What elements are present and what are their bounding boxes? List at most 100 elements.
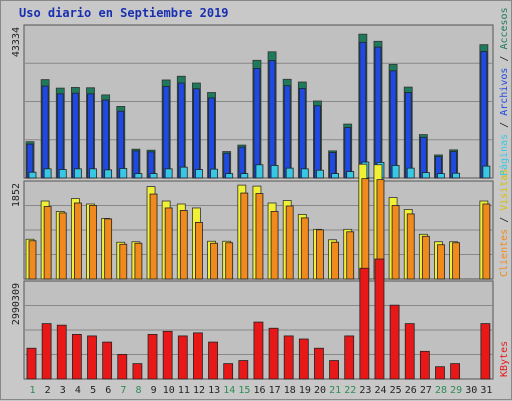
- bar-clientes-day-27: [421, 235, 430, 280]
- x-tick-label: 9: [151, 385, 157, 396]
- bar-archivos-day-16: [253, 68, 261, 179]
- bar-kbytes-day-24: [374, 258, 385, 380]
- bar-pginas-day-17: [270, 165, 279, 179]
- x-tick-label: 13: [208, 385, 220, 396]
- x-tick-label: 10: [163, 385, 175, 396]
- bar-clientes-day-18: [285, 205, 294, 280]
- bar-kbytes-day-29: [450, 363, 461, 380]
- bar-archivos-day-17: [268, 60, 276, 179]
- bar-archivos-day-19: [298, 88, 306, 179]
- bar-pginas-day-18: [285, 167, 294, 179]
- bar-clientes-day-19: [300, 217, 309, 280]
- bar-kbytes-day-8: [132, 363, 143, 380]
- bar-archivos-day-22: [344, 127, 352, 179]
- bar-clientes-day-21: [331, 241, 339, 280]
- bar-pginas-day-25: [391, 165, 400, 179]
- bar-kbytes-day-1: [26, 347, 37, 380]
- x-tick-label: 21: [329, 385, 341, 396]
- bar-clientes-day-7: [119, 243, 128, 280]
- bar-kbytes-day-26: [404, 323, 415, 380]
- bar-kbytes-day-18: [283, 335, 294, 380]
- y-max-label: 1852: [11, 183, 22, 207]
- legend-entry: KBytes: [499, 341, 510, 377]
- x-tick-label: 24: [375, 385, 387, 396]
- x-tick-label: 17: [269, 385, 281, 396]
- x-tick-label: 18: [284, 385, 296, 396]
- bar-archivos-day-20: [314, 105, 321, 179]
- bar-clientes-day-10: [164, 207, 173, 280]
- bar-kbytes-day-25: [389, 304, 400, 380]
- series-legend-bot: KBytes: [499, 341, 510, 377]
- x-tick-label: 29: [450, 385, 462, 396]
- bar-pginas-day-19: [300, 168, 309, 179]
- bar-pginas-day-15: [240, 173, 249, 179]
- bar-pginas-day-10: [164, 168, 173, 179]
- bar-archivos-day-13: [208, 97, 215, 179]
- x-tick-label: 22: [344, 385, 356, 396]
- bar-clientes-day-17: [270, 211, 279, 280]
- bar-kbytes-day-11: [177, 335, 188, 380]
- bar-kbytes-day-9: [147, 333, 158, 380]
- bar-clientes-day-9: [149, 193, 158, 280]
- bar-pginas-day-3: [58, 169, 67, 179]
- bar-clientes-day-11: [179, 210, 188, 280]
- bar-archivos-day-26: [404, 92, 412, 179]
- bar-kbytes-day-16: [253, 321, 264, 380]
- bar-kbytes-day-13: [208, 341, 218, 380]
- bar-archivos-day-5: [87, 93, 94, 179]
- bar-pginas-day-11: [179, 166, 188, 179]
- bar-archivos-day-24: [374, 46, 382, 179]
- bar-kbytes-day-2: [41, 323, 52, 380]
- bar-pginas-day-8: [134, 173, 143, 179]
- bar-kbytes-day-28: [435, 366, 445, 380]
- x-tick-label: 25: [390, 385, 402, 396]
- bar-kbytes-day-17: [268, 327, 279, 380]
- bar-pginas-day-14: [225, 173, 234, 179]
- series-legend-mid: Clientes / Visitas: [499, 169, 510, 277]
- bar-pginas-day-6: [104, 169, 113, 179]
- bar-clientes-day-1: [28, 240, 37, 280]
- legend-entry: Clientes: [499, 229, 510, 277]
- bar-kbytes-day-6: [102, 341, 113, 380]
- bar-clientes-day-12: [195, 221, 203, 280]
- chart-title: Uso diario en Septiembre 2019: [19, 6, 229, 20]
- bar-clientes-day-28: [437, 244, 445, 280]
- bar-pginas-day-20: [316, 169, 324, 179]
- bar-pginas-day-4: [73, 168, 82, 179]
- bar-archivos-day-7: [117, 110, 125, 179]
- x-tick-label: 14: [223, 385, 235, 396]
- x-tick-label: 30: [465, 385, 477, 396]
- x-tick-label: 20: [314, 385, 326, 396]
- x-tick-label: 27: [420, 385, 432, 396]
- bar-clientes-day-3: [58, 212, 67, 280]
- x-tick-label: 2: [45, 385, 51, 396]
- bar-archivos-day-2: [41, 85, 49, 179]
- x-tick-label: 15: [238, 385, 250, 396]
- bar-kbytes-day-10: [162, 330, 173, 380]
- bar-clientes-day-16: [255, 193, 264, 280]
- bar-kbytes-day-14: [223, 363, 234, 380]
- bar-pginas-day-1: [28, 171, 37, 179]
- bar-kbytes-day-5: [87, 335, 97, 380]
- bar-kbytes-day-15: [238, 360, 249, 380]
- legend-entry: Archivos: [499, 68, 510, 116]
- bar-pginas-day-5: [89, 168, 97, 179]
- bar-clientes-day-23: [361, 178, 370, 280]
- bar-clientes-day-13: [210, 242, 218, 280]
- x-tick-label: 19: [299, 385, 311, 396]
- bar-kbytes-day-4: [71, 333, 82, 380]
- x-tick-label: 7: [120, 385, 126, 396]
- x-tick-label: 16: [253, 385, 265, 396]
- bar-archivos-day-6: [102, 99, 110, 179]
- bar-kbytes-day-3: [56, 324, 67, 380]
- bar-archivos-day-18: [283, 85, 291, 179]
- legend-entry: Visitas: [499, 169, 510, 211]
- x-tick-label: 4: [75, 385, 81, 396]
- x-tick-label: 12: [193, 385, 205, 396]
- bar-kbytes-day-20: [314, 347, 324, 380]
- bar-clientes-day-8: [134, 242, 143, 280]
- x-tick-label: 23: [359, 385, 371, 396]
- y-max-label: 2990309: [11, 283, 22, 325]
